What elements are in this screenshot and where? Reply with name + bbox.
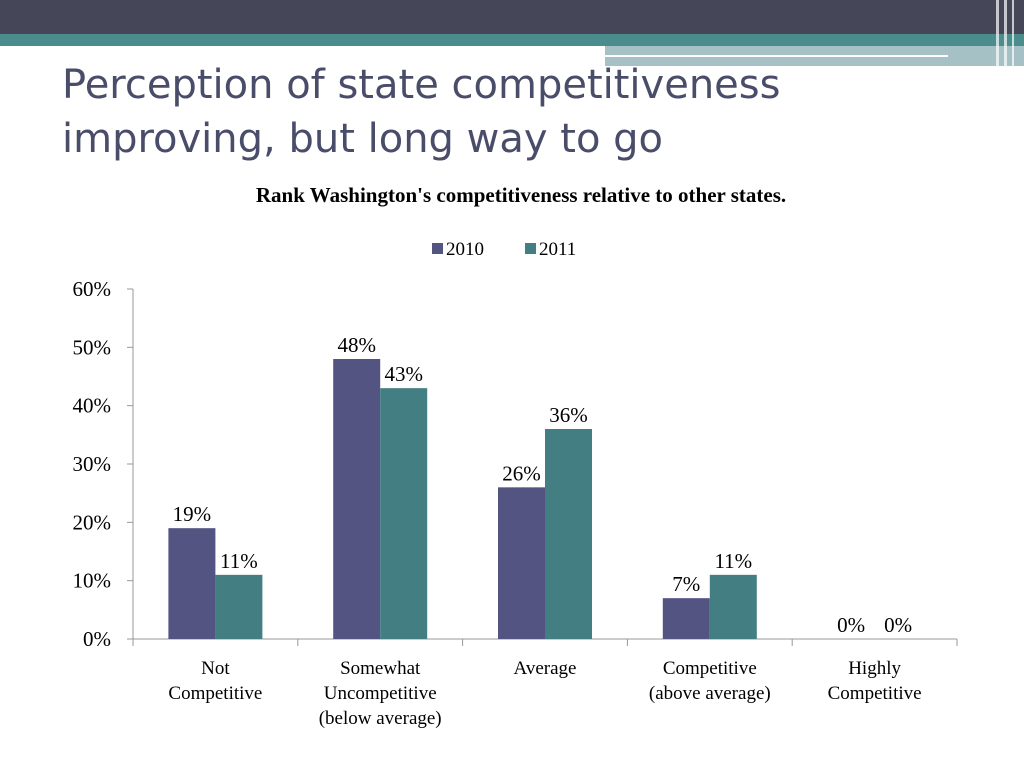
data-label: 48% — [337, 333, 376, 357]
category-labels: Not Competitive Somewhat Uncompetitive (belo… — [168, 658, 921, 729]
data-label: 36% — [549, 403, 588, 427]
category-label: Not — [201, 658, 230, 679]
data-label: 26% — [502, 461, 541, 485]
slide-title-line: improving, but long way to go — [62, 116, 663, 162]
axes: 0% 10% 20% 30% 40% 50% 60% — [73, 277, 958, 651]
y-tick-label: 0% — [83, 627, 111, 651]
bar-2011-3 — [709, 574, 757, 639]
header-stripe — [1004, 0, 1007, 70]
category-label: Competitive — [168, 683, 262, 704]
category-label: Uncompetitive — [324, 683, 437, 704]
chart-title: Rank Washington's competitiveness relati… — [256, 183, 786, 207]
header-dark-band — [0, 0, 1024, 34]
bar-2010-2 — [498, 487, 545, 639]
legend-swatch — [525, 243, 536, 254]
y-tick-label: 30% — [73, 452, 112, 476]
legend-label: 2010 — [446, 239, 484, 260]
category-label: (below average) — [319, 708, 442, 729]
slide-title-line: Perception of state competitiveness — [62, 62, 781, 108]
data-label: 19% — [173, 502, 212, 526]
header-teal-band — [0, 34, 1024, 46]
y-tick-label: 20% — [73, 510, 112, 534]
data-label: 43% — [384, 362, 423, 386]
category-label: Highly — [848, 658, 901, 679]
legend: 2010 2011 — [432, 239, 576, 260]
bar-2010-0 — [168, 528, 216, 639]
legend-swatch — [432, 243, 443, 254]
y-tick-label: 50% — [73, 335, 112, 359]
category-label: Average — [514, 658, 577, 679]
bar-2010-1 — [333, 359, 381, 639]
bar-2011-1 — [380, 388, 428, 639]
y-tick-label: 10% — [73, 569, 112, 593]
data-label: 0% — [837, 613, 865, 637]
data-labels: 19% 11% 48% 43% 26% 36% 7% 11% 0% 0% — [173, 333, 912, 637]
bar-2011-2 — [545, 429, 592, 639]
y-tick-label: 40% — [73, 394, 112, 418]
bar-2010-3 — [662, 598, 710, 639]
category-label: Competitive — [663, 658, 757, 679]
y-tick-label: 60% — [73, 277, 112, 301]
data-label: 0% — [884, 613, 912, 637]
header-stripe — [1012, 0, 1014, 70]
bar-2011-0 — [215, 574, 263, 639]
category-label: Somewhat — [340, 658, 421, 679]
bars — [168, 359, 757, 639]
legend-label: 2011 — [539, 239, 576, 260]
header-stripe — [996, 0, 999, 70]
slide-title: Perception of state competitiveness impr… — [62, 58, 962, 166]
data-label: 11% — [714, 549, 752, 573]
category-label: (above average) — [649, 683, 771, 704]
data-label: 7% — [672, 572, 700, 596]
category-label: Competitive — [828, 683, 922, 704]
data-label: 11% — [220, 549, 258, 573]
header-white-line — [605, 55, 948, 57]
